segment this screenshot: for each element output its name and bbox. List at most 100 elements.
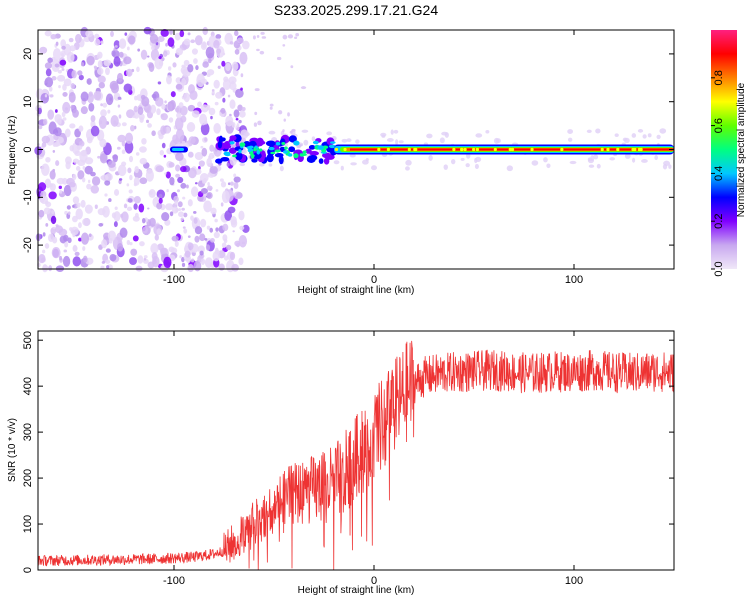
noise-blob [222,234,228,242]
noise-blob [97,60,103,69]
noise-blob [129,257,137,266]
noise-blob [333,160,340,165]
noise-blob [229,81,237,91]
colorbar: 0.0 0.2 0.4 0.6 0.8 Normalized spectral ampl… [711,30,747,277]
noise-blob [341,138,348,143]
noise-blob [82,177,86,183]
noise-blob [166,189,169,193]
noise-blob [151,93,157,99]
noise-blob [182,196,186,200]
noise-blob [68,37,74,43]
noise-blob [231,263,239,272]
noise-blob [596,163,601,169]
band-blob [268,146,275,151]
noise-blob [110,82,119,94]
noise-blob [159,149,165,156]
noise-blob [57,69,63,74]
noise-blob [99,153,108,164]
noise-blob [70,104,75,110]
noise-blob [161,103,166,110]
noise-blob [206,191,213,199]
noise-blob [191,48,198,55]
noise-blob [117,104,121,108]
noise-blob [242,40,250,50]
noise-blob [236,37,244,44]
noise-blob [340,165,344,171]
noise-blob [208,107,216,116]
noise-blob [219,112,222,116]
noise-blob [193,58,198,64]
noise-blob [137,48,141,52]
noise-blob [141,217,146,224]
noise-blob [213,39,220,49]
noise-blob [169,211,174,217]
x-tick-label: 100 [565,575,583,587]
band-blob [253,147,257,152]
noise-blob [174,240,179,247]
noise-blob [177,189,181,193]
noise-blob [178,211,185,218]
band-dot [510,147,515,152]
band-dot [334,147,339,152]
noise-blob [104,179,111,186]
noise-blob [229,251,236,261]
noise-blob [268,163,273,167]
noise-blob [143,257,147,261]
noise-blob [77,159,86,167]
band-blob [317,145,324,150]
snr-x-label: Height of straight line (km) [298,585,415,596]
noise-blob [219,178,224,182]
noise-blob [110,115,119,127]
noise-blob [460,157,465,161]
noise-blob [80,199,86,208]
noise-blob [543,157,548,163]
noise-blob [44,62,52,70]
y-tick-label: 500 [22,331,34,349]
snr-series-line [37,340,675,571]
noise-blob [107,230,117,241]
band-blob [266,153,274,163]
noise-blob [141,96,150,107]
noise-blob [221,60,226,67]
noise-blob [240,87,243,91]
noise-blob [164,100,167,104]
noise-blob [186,184,189,189]
noise-blob [121,149,126,155]
noise-blob [235,88,244,98]
noise-blob [157,81,162,85]
noise-blob [127,198,133,203]
noise-blob [158,197,163,204]
noise-blob [86,183,92,190]
noise-blob [183,212,188,218]
noise-blob [238,257,244,266]
noise-blob [282,44,286,47]
noise-blob [44,178,52,189]
noise-blob [45,68,52,77]
noise-blob [135,152,140,156]
noise-blob [210,115,213,120]
noise-blob [282,129,285,133]
noise-blob [77,70,83,76]
noise-blob [206,157,212,167]
noise-blob [167,100,175,112]
noise-blob [217,65,221,69]
noise-blob [624,137,630,144]
noise-blob [59,59,67,66]
noise-blob [105,248,111,253]
noise-blob [49,183,53,188]
noise-blob [234,49,240,55]
noise-blob [78,140,85,147]
noise-blob [183,38,191,46]
noise-blob [150,243,159,255]
noise-blob [531,160,539,166]
noise-blob [237,104,243,112]
noise-blob [171,206,179,214]
noise-blob [229,99,236,110]
noise-blob [82,246,86,251]
noise-blob [206,73,211,78]
band-blob [248,145,254,149]
noise-blob [97,75,106,84]
noise-blob [215,34,222,40]
noise-blob [183,228,188,234]
noise-blob [52,48,62,61]
